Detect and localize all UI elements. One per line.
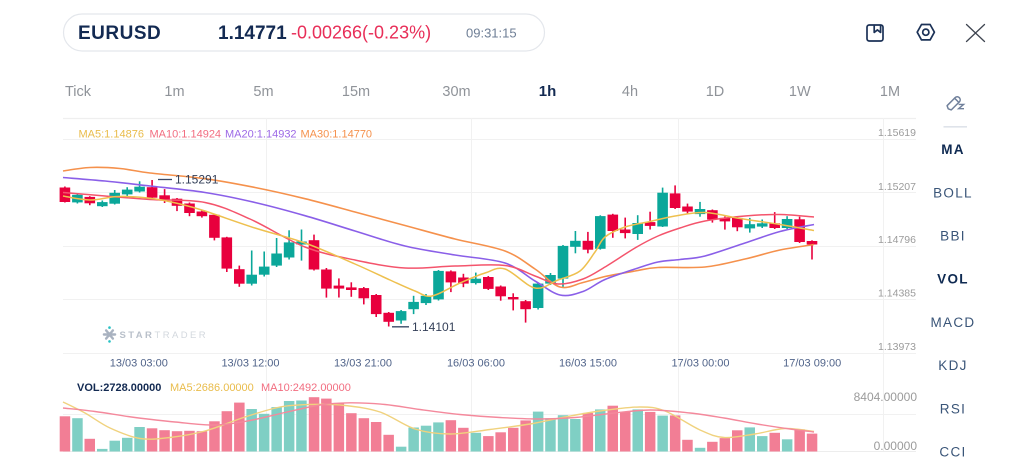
- svg-text:MA20:1.14932: MA20:1.14932: [225, 129, 297, 141]
- svg-text:30m: 30m: [442, 84, 470, 100]
- svg-text:8404.00000: 8404.00000: [854, 390, 918, 404]
- svg-text:5m: 5m: [253, 84, 273, 100]
- svg-text:MA5:2686.00000: MA5:2686.00000: [170, 382, 254, 394]
- svg-text:1D: 1D: [706, 84, 725, 100]
- svg-text:16/03 15:00: 16/03 15:00: [559, 358, 617, 370]
- svg-text:RSI: RSI: [940, 401, 966, 416]
- svg-text:15m: 15m: [342, 84, 370, 100]
- svg-text:1M: 1M: [880, 84, 900, 100]
- svg-text:0.00000: 0.00000: [874, 439, 918, 453]
- svg-text:13/03 12:00: 13/03 12:00: [221, 358, 279, 370]
- svg-text:EURUSD: EURUSD: [78, 23, 161, 44]
- svg-text:MA10:2492.00000: MA10:2492.00000: [261, 382, 351, 394]
- svg-text:1.14771: 1.14771: [218, 23, 287, 44]
- svg-text:Tick: Tick: [65, 84, 92, 100]
- svg-text:-0.00266(-0.23%): -0.00266(-0.23%): [291, 23, 431, 43]
- svg-text:1W: 1W: [789, 84, 811, 100]
- svg-text:09:31:15: 09:31:15: [466, 26, 517, 41]
- svg-text:16/03 06:00: 16/03 06:00: [447, 358, 505, 370]
- svg-text:KDJ: KDJ: [938, 358, 967, 373]
- svg-text:1h: 1h: [539, 83, 557, 100]
- svg-text:1.15291: 1.15291: [175, 173, 219, 187]
- svg-text:1.14796: 1.14796: [878, 234, 916, 246]
- svg-text:MA10:1.14924: MA10:1.14924: [150, 129, 222, 141]
- svg-text:MA30:1.14770: MA30:1.14770: [301, 129, 373, 141]
- svg-text:1m: 1m: [164, 84, 184, 100]
- svg-text:STAR: STAR: [120, 330, 155, 341]
- svg-text:VOL: VOL: [937, 272, 969, 287]
- svg-text:1.15619: 1.15619: [878, 127, 916, 139]
- svg-text:BOLL: BOLL: [933, 185, 973, 200]
- svg-text:MA5:1.14876: MA5:1.14876: [79, 129, 144, 141]
- svg-text:CCI: CCI: [939, 445, 966, 460]
- svg-text:4h: 4h: [622, 84, 638, 100]
- svg-text:TRADER: TRADER: [155, 330, 208, 341]
- svg-text:BBI: BBI: [940, 229, 966, 244]
- svg-text:1.14101: 1.14101: [412, 320, 456, 334]
- svg-text:17/03 00:00: 17/03 00:00: [671, 358, 729, 370]
- svg-text:MA: MA: [941, 142, 965, 157]
- svg-text:13/03 21:00: 13/03 21:00: [334, 358, 392, 370]
- svg-text:1.15207: 1.15207: [878, 181, 916, 193]
- svg-text:13/03 03:00: 13/03 03:00: [110, 358, 168, 370]
- svg-text:17/03 09:00: 17/03 09:00: [783, 358, 841, 370]
- svg-text:1.13973: 1.13973: [878, 341, 916, 353]
- svg-text:VOL:2728.00000: VOL:2728.00000: [77, 382, 161, 394]
- svg-text:1.14385: 1.14385: [878, 288, 916, 300]
- svg-text:MACD: MACD: [931, 315, 976, 330]
